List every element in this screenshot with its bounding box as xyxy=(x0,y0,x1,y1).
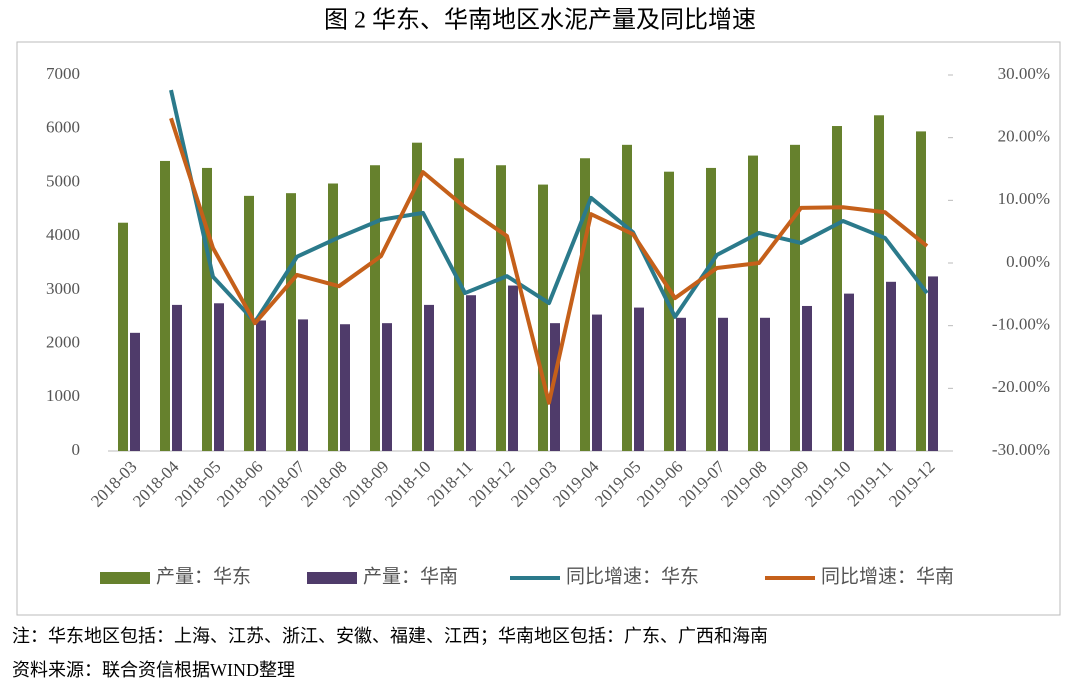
bar xyxy=(130,332,140,451)
legend-swatch xyxy=(100,572,150,584)
y-tick-label: 3000 xyxy=(46,279,80,298)
bar xyxy=(508,285,518,451)
bar xyxy=(454,158,464,451)
x-tick-label: 2019-05 xyxy=(591,457,645,511)
bar xyxy=(886,281,896,451)
bar xyxy=(634,307,644,451)
bar xyxy=(664,171,674,451)
x-tick-label: 2019-07 xyxy=(675,457,729,511)
bar xyxy=(214,303,224,451)
bar xyxy=(424,304,434,451)
bar xyxy=(370,165,380,452)
line xyxy=(169,89,929,324)
y-tick-label: 6000 xyxy=(46,118,80,137)
legend-label: 产量：华南 xyxy=(363,565,458,587)
y2-tick-label: 20.00% xyxy=(998,127,1050,146)
x-tick-label: 2019-10 xyxy=(801,457,855,511)
note: 注：华东地区包括：上海、江苏、浙江、安徽、福建、江西；华南地区包括：广东、广西和… xyxy=(12,626,768,646)
y2-tick-label: -10.00% xyxy=(992,315,1050,334)
legend-label: 同比增速：华东 xyxy=(566,565,699,587)
x-tick-label: 2019-08 xyxy=(717,457,771,511)
bar xyxy=(592,314,602,451)
bar xyxy=(244,195,254,451)
chart-title: 图 2 华东、华南地区水泥产量及同比增速 xyxy=(324,7,756,34)
x-tick-label: 2018-06 xyxy=(213,457,267,511)
bar xyxy=(538,184,548,451)
bar xyxy=(160,160,170,451)
bar xyxy=(286,193,296,451)
bar xyxy=(802,305,812,451)
x-tick-label: 2018-09 xyxy=(339,457,393,511)
bar xyxy=(706,167,716,451)
x-tick-label: 2019-11 xyxy=(844,457,897,510)
bar xyxy=(466,295,476,451)
y-tick-label: 2000 xyxy=(46,332,80,351)
x-tick-label: 2018-10 xyxy=(381,457,435,511)
bar xyxy=(550,323,560,451)
x-tick-label: 2019-03 xyxy=(507,457,561,511)
bar xyxy=(340,324,350,451)
x-tick-label: 2018-03 xyxy=(87,457,141,511)
bar xyxy=(790,144,800,452)
legend-label: 同比增速：华南 xyxy=(821,565,954,587)
x-tick-label: 2018-07 xyxy=(255,457,309,511)
y-tick-label: 5000 xyxy=(46,171,80,190)
bar xyxy=(718,317,728,451)
y2-tick-label: -20.00% xyxy=(992,377,1050,396)
x-tick-label: 2018-12 xyxy=(465,457,519,511)
note: 资料来源：联合资信根据WIND整理 xyxy=(12,660,295,680)
line xyxy=(169,117,929,405)
legend-swatch xyxy=(307,572,357,584)
legend-label: 产量：华东 xyxy=(156,565,251,587)
bar xyxy=(328,183,338,451)
bar xyxy=(916,131,926,451)
chart-frame xyxy=(16,41,1061,616)
bar xyxy=(748,155,758,452)
bar xyxy=(118,222,128,451)
bar xyxy=(760,317,770,451)
x-tick-label: 2019-06 xyxy=(633,457,687,511)
x-tick-label: 2019-04 xyxy=(549,457,603,511)
bar xyxy=(172,304,182,451)
bar xyxy=(496,165,506,452)
bar xyxy=(622,144,632,452)
y2-tick-label: 0.00% xyxy=(1006,252,1050,271)
x-tick-label: 2018-08 xyxy=(297,457,351,511)
x-tick-label: 2018-05 xyxy=(171,457,225,511)
bar xyxy=(928,276,938,451)
x-tick-label: 2019-12 xyxy=(885,457,939,511)
y-tick-label: 0 xyxy=(72,440,81,459)
x-tick-label: 2019-09 xyxy=(759,457,813,511)
x-tick-label: 2018-04 xyxy=(129,457,183,511)
bar xyxy=(832,126,842,452)
bar xyxy=(256,320,266,451)
bar xyxy=(844,293,854,451)
bar xyxy=(382,323,392,451)
x-tick-label: 2018-11 xyxy=(424,457,477,510)
y-tick-label: 1000 xyxy=(46,386,80,405)
bar xyxy=(202,167,212,451)
y-tick-label: 7000 xyxy=(46,64,80,83)
bar xyxy=(412,142,422,451)
y2-tick-label: 30.00% xyxy=(998,64,1050,83)
y2-tick-label: -30.00% xyxy=(992,440,1050,459)
bar xyxy=(298,319,308,451)
bar xyxy=(580,158,590,451)
y-tick-label: 4000 xyxy=(46,225,80,244)
bar xyxy=(874,115,884,452)
bar xyxy=(676,317,686,451)
y2-tick-label: 10.00% xyxy=(998,189,1050,208)
